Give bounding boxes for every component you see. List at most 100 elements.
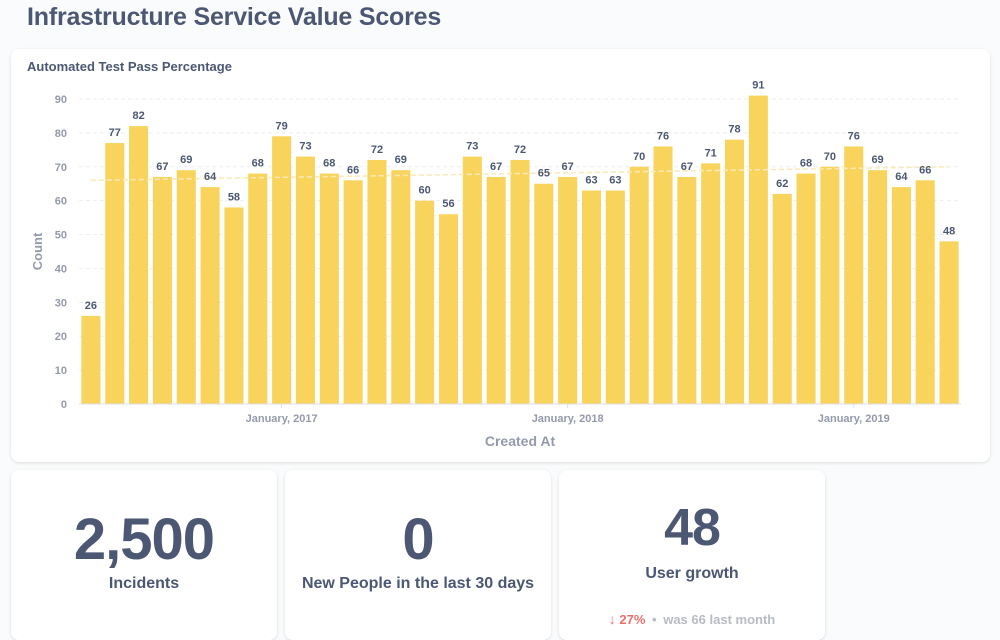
bar[interactable] <box>248 173 268 404</box>
chart-card: Automated Test Pass Percentage 26 77 82 67 6… <box>11 49 990 462</box>
bar[interactable] <box>748 95 768 404</box>
y-tick-label: 50 <box>55 230 67 242</box>
user-growth-value: 48 <box>664 499 721 557</box>
bar[interactable] <box>272 136 292 404</box>
bar-data-label: 77 <box>109 127 121 139</box>
y-tick-label: 60 <box>55 196 67 208</box>
chart-bars <box>81 95 959 405</box>
bar[interactable] <box>343 180 363 404</box>
incidents-card: 2,500 Incidents <box>11 470 277 640</box>
user-growth-trend: ↓ 27% • was 66 last month <box>559 611 825 627</box>
y-tick-label: 20 <box>55 331 67 343</box>
trend-percent: 27% <box>619 612 646 627</box>
bar-data-label: 64 <box>204 171 217 183</box>
bar[interactable] <box>915 180 935 404</box>
bar[interactable] <box>510 160 530 404</box>
bar-data-label: 76 <box>848 130 860 142</box>
bar-data-label: 76 <box>657 130 669 142</box>
bar-data-label: 65 <box>538 168 550 180</box>
chart-trend-line <box>90 166 950 182</box>
bar-data-label: 73 <box>466 141 478 153</box>
bar-data-label: 70 <box>824 151 836 163</box>
bar[interactable] <box>725 139 745 404</box>
bar[interactable] <box>486 176 506 404</box>
bar-data-label: 62 <box>776 178 788 190</box>
bar[interactable] <box>415 200 435 404</box>
new-people-card: 0 New People in the last 30 days <box>285 470 551 640</box>
user-growth-label[interactable]: User growth <box>645 565 739 582</box>
bar-data-label: 69 <box>395 154 407 166</box>
bar-data-label: 66 <box>347 164 359 176</box>
bar-data-label: 66 <box>919 164 931 176</box>
trend-previous-value: 66 <box>691 612 706 627</box>
bar-data-label: 68 <box>252 158 264 170</box>
arrow-down-icon: ↓ <box>608 611 616 627</box>
bar-data-label: 70 <box>633 151 645 163</box>
trend-was-label: was <box>663 612 688 627</box>
bar[interactable] <box>629 166 649 404</box>
bar[interactable] <box>176 170 196 404</box>
bar[interactable] <box>653 146 673 404</box>
bar[interactable] <box>391 170 411 404</box>
bar[interactable] <box>534 183 554 404</box>
bar[interactable] <box>224 207 244 404</box>
y-tick-label: 80 <box>55 128 67 140</box>
bar[interactable] <box>129 126 149 404</box>
bar[interactable] <box>581 190 602 405</box>
bar[interactable] <box>939 241 959 404</box>
bar-data-label: 67 <box>156 161 168 173</box>
bar-data-label: 60 <box>419 185 431 197</box>
bar-data-label: 56 <box>442 198 454 210</box>
bar[interactable] <box>701 163 721 404</box>
bar-data-label: 63 <box>609 175 621 187</box>
bar[interactable] <box>796 173 816 404</box>
bar[interactable] <box>772 193 792 404</box>
bar-data-label: 78 <box>728 124 740 136</box>
bar-data-label: 58 <box>228 191 240 203</box>
bar[interactable] <box>820 166 840 404</box>
bar-chart: 26 77 82 67 69 64 58 68 79 73 68 66 72 69 60 56 73 67 72 65… <box>30 80 961 449</box>
x-axis-label: Created At <box>485 433 556 449</box>
bar-data-label: 67 <box>681 161 693 173</box>
bar-data-label: 67 <box>562 161 574 173</box>
new-people-value: 0 <box>402 507 434 572</box>
bar[interactable] <box>105 143 125 405</box>
bar[interactable] <box>558 176 578 404</box>
new-people-label[interactable]: New People in the last 30 days <box>301 575 535 592</box>
bar-data-label: 91 <box>752 80 764 92</box>
bar[interactable] <box>295 156 315 404</box>
bar-data-label: 48 <box>943 225 955 237</box>
y-tick-label: 30 <box>55 297 67 309</box>
chart-data-labels: 26 77 82 67 69 64 58 68 79 73 68 66 72 69 60 56 73 67 72 65… <box>85 80 955 312</box>
bar[interactable] <box>677 176 697 404</box>
y-tick-label: 40 <box>55 263 67 275</box>
bar-data-label: 71 <box>705 147 717 159</box>
bar[interactable] <box>891 187 911 404</box>
y-axis-label: Count <box>30 232 45 270</box>
y-tick-label: 10 <box>55 365 67 377</box>
bar-data-label: 82 <box>132 110 144 122</box>
trend-line <box>90 166 950 182</box>
page-title: Infrastructure Service Value Scores <box>27 3 442 31</box>
bar[interactable] <box>367 160 387 404</box>
bar-data-label: 68 <box>323 158 335 170</box>
chart-card-title[interactable]: Automated Test Pass Percentage <box>27 59 232 74</box>
bar[interactable] <box>200 187 220 404</box>
bar[interactable] <box>319 173 339 404</box>
bar[interactable] <box>462 156 482 404</box>
x-tick-label: January, 2019 <box>818 413 890 425</box>
bar[interactable] <box>152 176 172 404</box>
bar[interactable] <box>868 170 888 404</box>
bar[interactable] <box>438 214 459 404</box>
y-tick-label: 70 <box>55 162 67 174</box>
bar-data-label: 64 <box>895 171 908 183</box>
bar-data-label: 72 <box>514 144 526 156</box>
y-axis: 0 10 20 30 40 50 60 70 80 90 Count <box>30 94 67 411</box>
bar-data-label: 69 <box>871 154 883 166</box>
bar[interactable] <box>605 190 625 405</box>
bar[interactable] <box>844 146 864 404</box>
incidents-label[interactable]: Incidents <box>108 575 180 592</box>
bar[interactable] <box>81 315 101 404</box>
bar-data-label: 73 <box>299 141 311 153</box>
incidents-value: 2,500 <box>73 507 215 572</box>
